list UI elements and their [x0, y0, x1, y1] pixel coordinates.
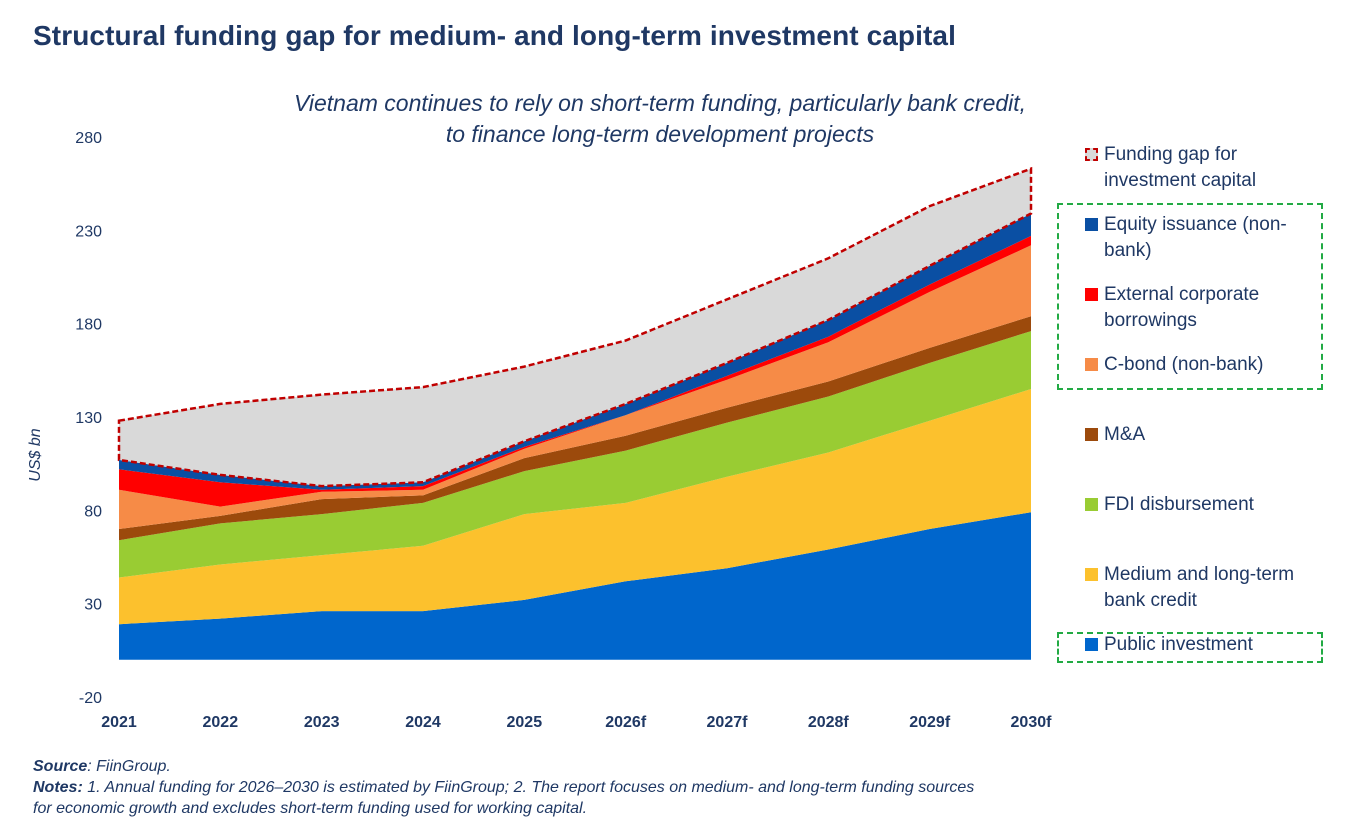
- y-tick-label: -20: [79, 690, 102, 707]
- chart-subtitle: Vietnam continues to rely on short-term …: [180, 88, 1140, 150]
- legend-label-fdi: FDI disbursement: [1104, 494, 1254, 515]
- legend-label-funding-gap: Funding gap for investment capital: [1104, 144, 1257, 191]
- x-tick-label: 2022: [203, 714, 239, 731]
- legend-swatch-public-investment: [1085, 638, 1098, 651]
- y-tick-label: 180: [75, 317, 102, 334]
- notes-line-2: for economic growth and excludes short-t…: [33, 800, 588, 817]
- source-text: : FiinGroup.: [87, 758, 171, 775]
- y-tick-label: 30: [84, 597, 102, 614]
- area-m-a: [119, 316, 1031, 541]
- x-tick-label: 2023: [304, 714, 340, 731]
- chart-footer: Source: FiinGroup. Notes: 1. Annual fund…: [33, 756, 974, 819]
- legend-swatch-m-and-a: [1085, 428, 1098, 441]
- notes-text-1: 1. Annual funding for 2026–2030 is estim…: [82, 779, 975, 796]
- area-medium-and-long-term-bank-credit: [119, 389, 1031, 625]
- x-tick-label: 2024: [405, 714, 441, 731]
- x-tick-label: 2030f: [1011, 714, 1053, 731]
- y-axis-label: US$ bn: [27, 428, 44, 481]
- legend-swatch-bank-credit: [1085, 568, 1098, 581]
- x-tick-label: 2028f: [808, 714, 850, 731]
- x-tick-label: 2029f: [909, 714, 951, 731]
- legend-label-c-bond: C-bond (non-bank): [1104, 354, 1264, 375]
- area-funding-gap-for-investment-capital: [119, 168, 1031, 487]
- legend-label-external-borrowings: External corporate borrowings: [1104, 284, 1260, 331]
- y-tick-label: 230: [75, 223, 102, 240]
- y-tick-label: 130: [75, 410, 102, 427]
- legend-label-equity-issuance: Equity issuance (non-bank): [1104, 214, 1287, 261]
- x-tick-label: 2025: [507, 714, 543, 731]
- legend-label-m-and-a: M&A: [1104, 424, 1146, 445]
- area-public-investment: [119, 512, 1031, 660]
- legend-swatch-fdi: [1085, 498, 1098, 511]
- legend-swatch-c-bond: [1085, 358, 1098, 371]
- x-axis-ticks: 2021 2022 2023 2024 2025 2026f 2027f 2028f 2029f…: [101, 714, 1052, 731]
- legend-highlight-box-market: [1057, 203, 1323, 390]
- legend-label-bank-credit: Medium and long-term bank credit: [1104, 564, 1295, 611]
- area-series-group: [119, 168, 1031, 660]
- funding-gap-dashed-border: [117, 166, 1033, 488]
- source-label: Source: [33, 758, 88, 775]
- x-tick-label: 2026f: [605, 714, 647, 731]
- legend-swatch-funding-gap: [1085, 148, 1098, 161]
- notes-label: Notes:: [33, 779, 83, 796]
- y-tick-label: 280: [75, 130, 102, 147]
- source-line: Source: FiinGroup.: [33, 756, 974, 777]
- legend-label-public-investment: Public investment: [1104, 634, 1253, 655]
- chart-title: Structural funding gap for medium- and l…: [33, 20, 956, 51]
- notes-line-1: Notes: 1. Annual funding for 2026–2030 i…: [33, 777, 974, 798]
- area-fdi-disbursement: [119, 331, 1031, 578]
- subtitle-line-2: to finance long-term development project…: [445, 121, 875, 147]
- legend-highlight-box-public: [1057, 632, 1323, 663]
- funding-gap-outline: [117, 166, 1033, 488]
- legend-swatch-equity-issuance: [1085, 218, 1098, 231]
- legend-swatch-external-borrowings: [1085, 288, 1098, 301]
- x-tick-label: 2021: [101, 714, 137, 731]
- x-tick-label: 2027f: [707, 714, 749, 731]
- y-axis-ticks: -20 30 80 130 180 230 280: [75, 130, 102, 707]
- y-tick-label: 80: [84, 503, 102, 520]
- subtitle-line-1: Vietnam continues to rely on short-term …: [293, 90, 1027, 116]
